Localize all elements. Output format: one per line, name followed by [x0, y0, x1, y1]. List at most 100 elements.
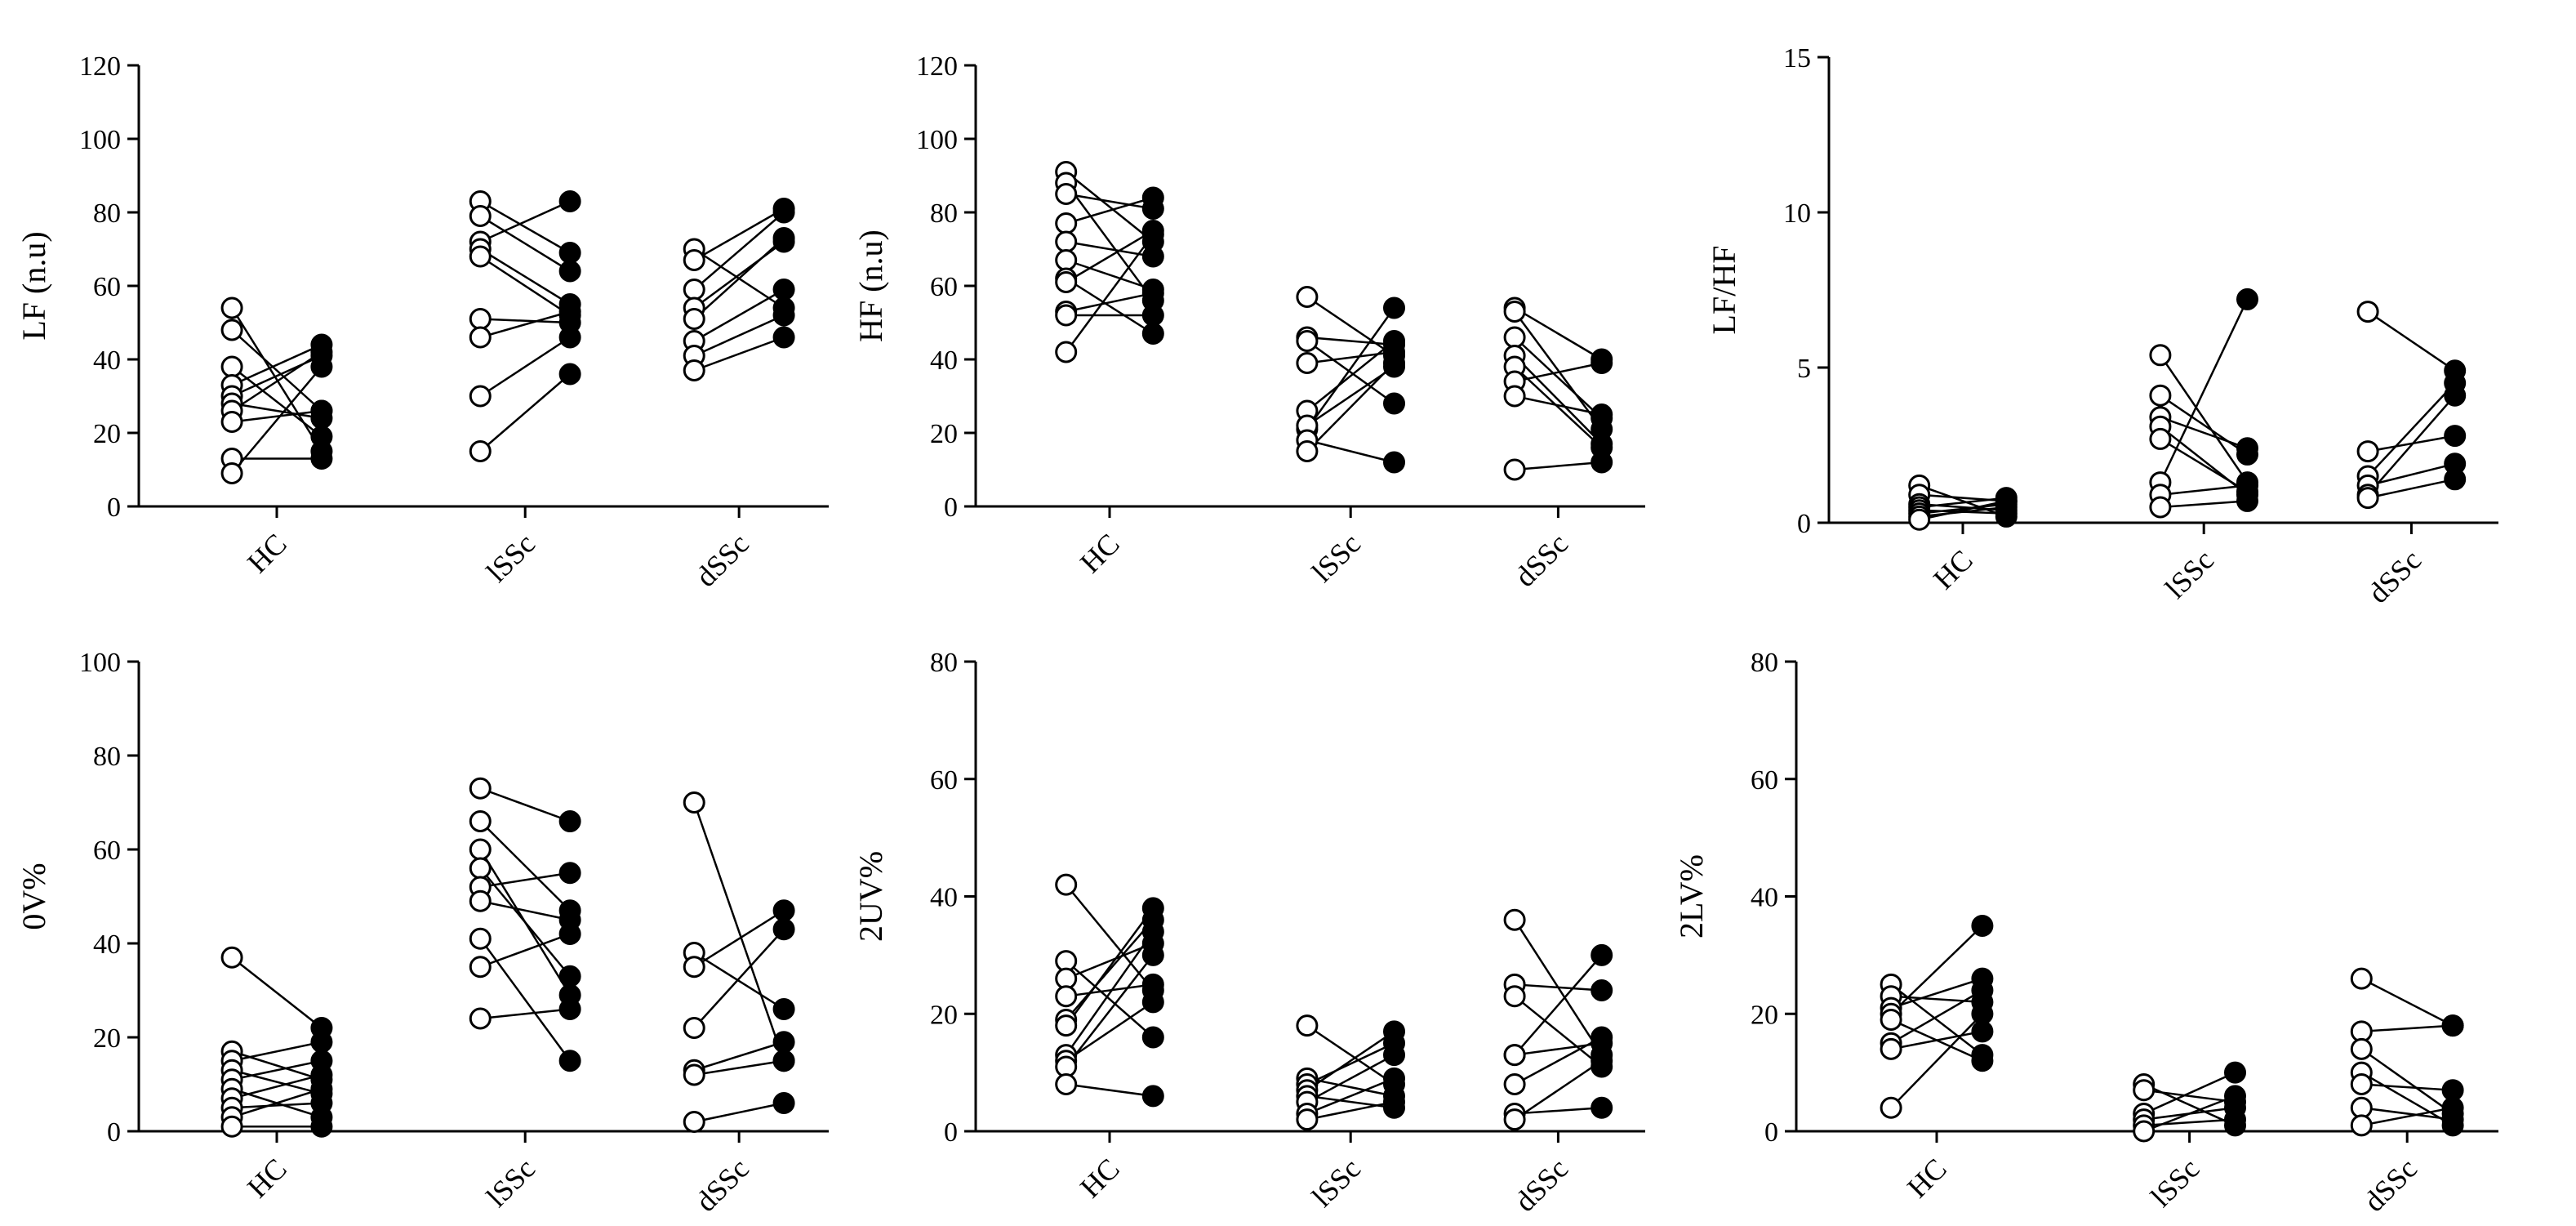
y-tick-label: 80 — [93, 742, 121, 772]
pair-line — [2361, 1107, 2454, 1127]
point-before — [1296, 1108, 1319, 1131]
point-after — [2444, 384, 2467, 407]
x-tick-label: HC — [1074, 1152, 1126, 1204]
x-tick-label: dSSc — [1509, 527, 1575, 593]
pair-line — [693, 288, 785, 342]
point-before — [220, 411, 243, 433]
pair-line — [1919, 506, 2007, 518]
point-after — [1383, 1044, 1405, 1067]
y-tick-label: 60 — [930, 765, 958, 796]
pair-line — [479, 200, 571, 243]
x-tick-label: dSSc — [2362, 543, 2428, 609]
pair-line — [1890, 925, 1983, 1015]
y-tick-label: 60 — [930, 272, 958, 302]
pair-line — [1514, 362, 1602, 383]
pair-line — [693, 314, 785, 357]
pair-line — [693, 909, 785, 968]
panel-6: 0 20 40 60 80 2LV% HC lSSc dSSc — [1673, 648, 2498, 1218]
point-before — [683, 1111, 705, 1133]
pair-line — [1066, 983, 1154, 997]
pair-line — [231, 1041, 323, 1062]
y-tick-label: 40 — [930, 883, 958, 913]
pair-line — [2143, 1083, 2236, 1126]
pair-line — [1890, 983, 1983, 1056]
pair-line — [480, 872, 571, 889]
pair-line — [2361, 1024, 2454, 1033]
group-lSSc — [469, 777, 581, 1072]
group-lSSc — [1296, 1014, 1405, 1131]
point-after — [2444, 468, 2467, 491]
pair-line — [1514, 354, 1603, 445]
point-after — [1141, 323, 1164, 345]
panel-5: 0 20 40 60 80 2UV% HC lSSc dSSc — [852, 648, 1645, 1218]
point-before — [683, 279, 705, 301]
x-tick-label: HC — [1927, 543, 1979, 595]
point-before — [2356, 487, 2379, 510]
group-HC — [1055, 873, 1164, 1108]
point-after — [1141, 282, 1164, 305]
pair-line — [1514, 995, 1603, 1068]
point-before — [469, 308, 492, 330]
point-before — [220, 319, 243, 341]
y-tick-label: 40 — [930, 346, 958, 376]
pair-line — [1306, 1100, 1395, 1121]
x-tick-label: dSSc — [689, 527, 755, 593]
point-after — [2224, 1085, 2246, 1108]
point-before — [2350, 1037, 2373, 1060]
point-before — [220, 296, 243, 319]
point-before — [683, 1063, 705, 1086]
pair-line — [231, 956, 323, 1029]
point-before — [683, 308, 705, 330]
point-after — [2224, 1061, 2246, 1084]
pair-line — [1919, 502, 2007, 515]
point-before — [2133, 1079, 2156, 1102]
pair-line — [2160, 438, 2249, 493]
point-after — [1971, 1002, 1994, 1025]
pair-line — [1306, 340, 1395, 412]
point-before — [1296, 286, 1319, 308]
pair-line — [1919, 484, 2007, 518]
pair-line — [231, 366, 323, 475]
point-after — [1995, 489, 2018, 512]
point-after — [558, 326, 581, 349]
pair-line — [1306, 439, 1395, 464]
pair-line — [1919, 497, 2007, 509]
x-tick-label: HC — [1901, 1152, 1953, 1204]
pair-line — [1066, 942, 1154, 980]
pair-line — [480, 318, 571, 324]
x-tick-label: lSSc — [2159, 543, 2220, 604]
y-tick-label: 0 — [107, 1117, 121, 1148]
point-after — [2444, 425, 2467, 448]
point-before — [1055, 1014, 1078, 1037]
x-tick-label: dSSc — [689, 1152, 755, 1218]
point-after — [1591, 979, 1613, 1001]
point-before — [469, 245, 492, 268]
point-before — [1503, 985, 1526, 1008]
point-after — [2441, 1014, 2464, 1037]
point-after — [558, 998, 581, 1020]
y-axis-title: LF (n.u) — [16, 231, 52, 340]
point-before — [2356, 301, 2379, 323]
pair-line — [2367, 395, 2456, 496]
point-before — [2149, 344, 2172, 367]
point-before — [2149, 384, 2172, 407]
point-before — [2350, 967, 2373, 990]
point-before — [2350, 1073, 2373, 1095]
pair-line — [232, 1102, 322, 1109]
y-tick-label: 15 — [1783, 43, 1811, 74]
point-after — [310, 426, 333, 448]
y-tick-label: 80 — [93, 198, 121, 229]
pair-line — [1306, 1054, 1395, 1103]
point-before — [220, 946, 243, 969]
point-before — [683, 1017, 705, 1039]
pair-line — [1306, 1042, 1395, 1086]
point-before — [1055, 212, 1078, 234]
pair-line — [1066, 277, 1154, 335]
point-after — [772, 1050, 795, 1072]
pair-line — [1066, 292, 1154, 313]
point-after — [1141, 897, 1164, 920]
pair-line — [1065, 884, 1155, 992]
point-after — [1591, 943, 1613, 966]
pair-line — [231, 1050, 323, 1081]
pair-line — [479, 247, 571, 305]
